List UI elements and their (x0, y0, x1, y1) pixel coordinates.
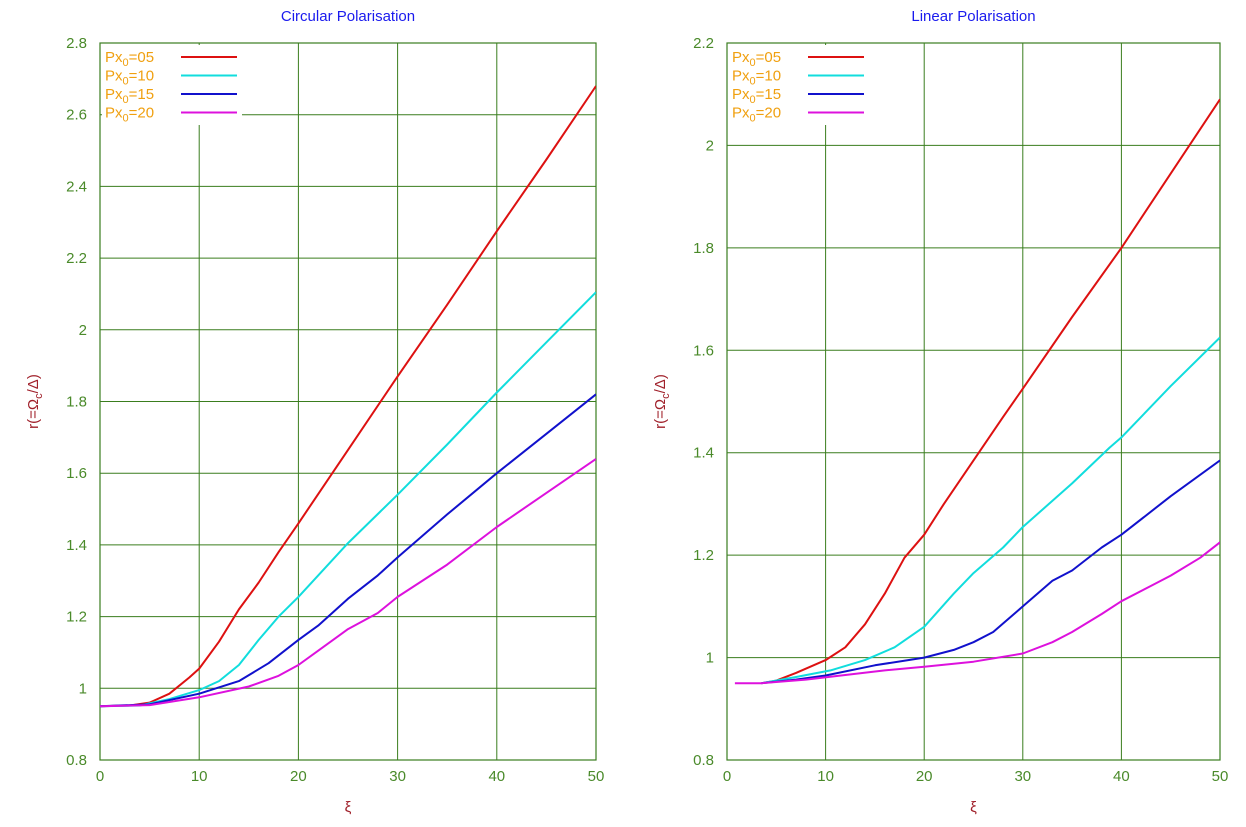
x-tick-label: 30 (389, 768, 406, 785)
x-tick-label: 50 (1212, 768, 1229, 785)
x-tick-label: 40 (1113, 768, 1130, 785)
y-tick-label: 2.8 (66, 35, 87, 52)
legend-label-suffix: =15 (756, 86, 781, 103)
y-tick-label: 1.4 (693, 445, 714, 462)
x-tick-label: 0 (723, 768, 731, 785)
y-tick-label: 1.6 (66, 465, 87, 482)
legend-label-sub: 0 (123, 94, 129, 106)
x-tick-label: 10 (191, 768, 208, 785)
y-axis-label: r(=Ωc/Δ) (652, 374, 672, 429)
chart-title: Linear Polarisation (911, 8, 1035, 25)
y-tick-label: 1.2 (693, 547, 714, 564)
legend-label-name: Px (732, 105, 750, 122)
y-axis-label: r(=Ωc/Δ) (25, 374, 45, 429)
y-tick-label: 1.8 (66, 394, 87, 411)
y-axis-label-sub: c (33, 393, 45, 399)
series-line-15 (761, 459, 1220, 685)
legend-label-suffix: =05 (129, 49, 154, 66)
y-tick-label: 1 (706, 650, 714, 667)
legend-label: Px0=20 (105, 105, 154, 125)
y-tick-label: 1.8 (693, 240, 714, 257)
series-line-20 (734, 541, 1220, 685)
series-line-05 (100, 85, 596, 708)
legend-label-sub: 0 (123, 76, 129, 88)
legend-label-name: Px (105, 86, 123, 103)
y-tick-label: 2 (706, 137, 714, 154)
legend-label-sub: 0 (750, 113, 756, 125)
y-tick-label: 2.2 (66, 250, 87, 267)
legend-label-name: Px (732, 49, 750, 66)
y-tick-label: 1.2 (66, 609, 87, 626)
legend-label-sub: 0 (750, 76, 756, 88)
x-axis-label: ξ (345, 799, 352, 816)
y-tick-label: 2.6 (66, 107, 87, 124)
y-axis-label-main: r(=Ω (25, 399, 42, 429)
y-tick-label: 1 (79, 680, 87, 697)
legend-label-suffix: =15 (129, 86, 154, 103)
legend-label-sub: 0 (750, 57, 756, 69)
x-tick-label: 50 (588, 768, 605, 785)
legend-label-suffix: =20 (756, 105, 781, 122)
plot-frame (726, 42, 1221, 761)
legend-label: Px0=15 (732, 86, 781, 106)
legend-label: Px0=10 (105, 68, 154, 88)
y-tick-label: 1.4 (66, 537, 87, 554)
x-tick-label: 20 (916, 768, 933, 785)
legend-label: Px0=05 (732, 49, 781, 69)
y-tick-label: 2 (79, 322, 87, 339)
legend-label-suffix: =10 (129, 68, 154, 85)
x-tick-label: 0 (96, 768, 104, 785)
legend-label: Px0=15 (105, 86, 154, 106)
x-tick-label: 10 (817, 768, 834, 785)
legend-label-name: Px (732, 68, 750, 85)
legend-label-sub: 0 (123, 113, 129, 125)
series-line-20 (100, 458, 596, 708)
legend-label-name: Px (732, 86, 750, 103)
legend-label-suffix: =20 (129, 105, 154, 122)
x-tick-label: 40 (488, 768, 505, 785)
y-tick-label: 0.8 (66, 752, 87, 769)
legend-label-suffix: =10 (756, 68, 781, 85)
y-tick-label: 1.6 (693, 342, 714, 359)
x-tick-label: 30 (1014, 768, 1031, 785)
series-line-10 (100, 291, 596, 708)
legend-label: Px0=05 (105, 49, 154, 69)
y-tick-label: 0.8 (693, 752, 714, 769)
legend-label-name: Px (105, 68, 123, 85)
legend-label-name: Px (105, 49, 123, 66)
series-line-05 (761, 98, 1220, 685)
chart-title: Circular Polarisation (281, 8, 415, 25)
y-axis-label-tail: /Δ) (25, 374, 42, 393)
legend-label-sub: 0 (123, 57, 129, 69)
y-axis-label-tail: /Δ) (652, 374, 669, 393)
y-axis-label-sub: c (660, 393, 672, 399)
x-axis-label: ξ (970, 799, 977, 816)
y-tick-label: 2.4 (66, 178, 87, 195)
legend-label-suffix: =05 (756, 49, 781, 66)
legend-label-name: Px (105, 105, 123, 122)
legend-label: Px0=20 (732, 105, 781, 125)
y-tick-label: 2.2 (693, 35, 714, 52)
legend-label-sub: 0 (750, 94, 756, 106)
y-axis-label-main: r(=Ω (652, 399, 669, 429)
legend-label: Px0=10 (732, 68, 781, 88)
plot-frame (99, 42, 597, 761)
series-line-15 (100, 393, 596, 708)
x-tick-label: 20 (290, 768, 307, 785)
series-line-10 (761, 336, 1220, 685)
